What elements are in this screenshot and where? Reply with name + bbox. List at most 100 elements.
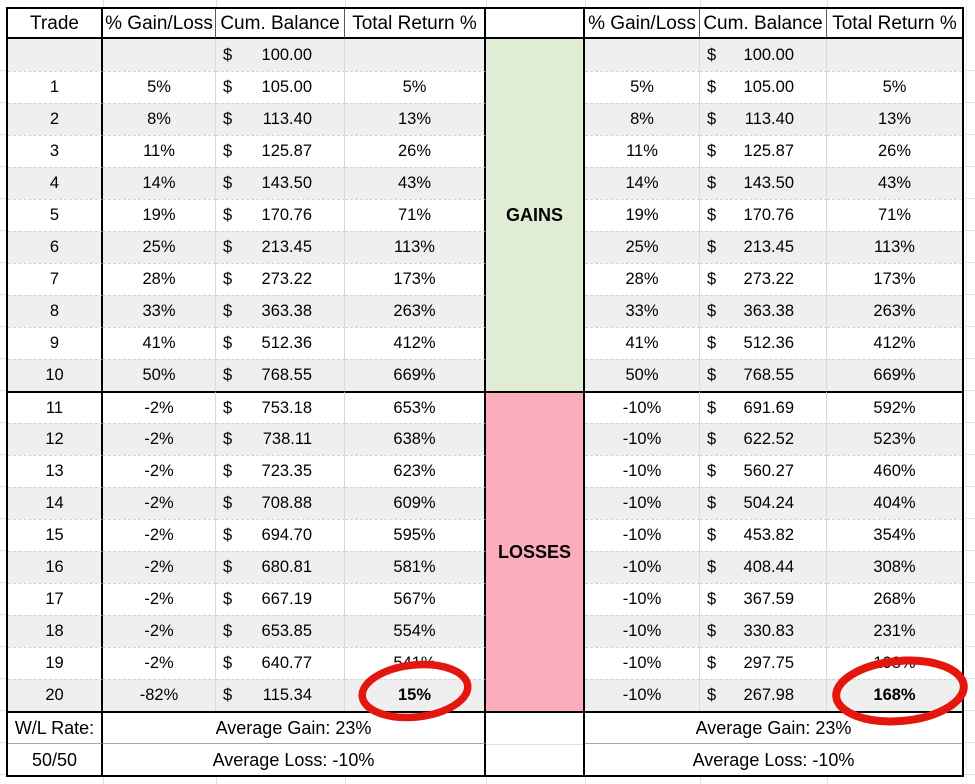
cum-balance-cell[interactable]: $738.11 <box>216 423 345 455</box>
total-return-cell[interactable]: 669% <box>345 359 486 391</box>
trade-number-cell[interactable]: 8 <box>8 295 103 327</box>
trade-number-cell[interactable]: 6 <box>8 231 103 263</box>
gain-loss-cell[interactable]: 50% <box>103 359 216 391</box>
cum-balance-cell[interactable]: $143.50 <box>700 167 827 199</box>
cum-balance-cell[interactable]: $273.22 <box>216 263 345 295</box>
gain-loss-cell[interactable]: 28% <box>585 263 700 295</box>
header-gain-loss-left[interactable]: % Gain/Loss <box>103 9 216 39</box>
wl-rate-label[interactable]: W/L Rate: <box>8 711 103 743</box>
total-return-cell[interactable]: 173% <box>827 263 962 295</box>
total-return-cell[interactable]: 412% <box>345 327 486 359</box>
trade-number-cell[interactable]: 12 <box>8 423 103 455</box>
cum-balance-cell[interactable]: $653.85 <box>216 615 345 647</box>
total-return-cell[interactable]: 13% <box>827 103 962 135</box>
gain-loss-cell[interactable]: 25% <box>103 231 216 263</box>
header-trade[interactable]: Trade <box>8 9 103 39</box>
gain-loss-cell[interactable]: 50% <box>585 359 700 391</box>
trade-number-cell[interactable]: 11 <box>8 391 103 423</box>
cum-balance-cell[interactable]: $694.70 <box>216 519 345 551</box>
gain-loss-cell[interactable]: -10% <box>585 487 700 519</box>
gain-loss-cell[interactable]: -82% <box>103 679 216 711</box>
trade-number-cell[interactable]: 18 <box>8 615 103 647</box>
header-cum-balance-right[interactable]: Cum. Balance <box>700 9 827 39</box>
total-return-cell[interactable]: 554% <box>345 615 486 647</box>
total-return-cell[interactable]: 623% <box>345 455 486 487</box>
total-return-cell[interactable]: 71% <box>827 199 962 231</box>
total-return-cell[interactable]: 231% <box>827 615 962 647</box>
total-return-cell[interactable]: 638% <box>345 423 486 455</box>
trade-number-cell[interactable]: 13 <box>8 455 103 487</box>
total-return-cell[interactable]: 113% <box>345 231 486 263</box>
cum-balance-cell[interactable]: $363.38 <box>216 295 345 327</box>
gain-loss-cell[interactable]: 14% <box>585 167 700 199</box>
header-gain-loss-right[interactable]: % Gain/Loss <box>585 9 700 39</box>
cum-balance-cell[interactable]: $512.36 <box>700 327 827 359</box>
total-return-cell[interactable]: 354% <box>827 519 962 551</box>
cum-balance-cell[interactable]: $753.18 <box>216 391 345 423</box>
cum-balance-cell[interactable]: $125.87 <box>700 135 827 167</box>
total-return-cell[interactable]: 43% <box>345 167 486 199</box>
gain-loss-cell[interactable] <box>585 39 700 71</box>
gain-loss-cell[interactable]: -2% <box>103 615 216 647</box>
gain-loss-cell[interactable]: -2% <box>103 647 216 679</box>
gain-loss-cell[interactable]: -10% <box>585 647 700 679</box>
cum-balance-cell[interactable]: $504.24 <box>700 487 827 519</box>
gain-loss-cell[interactable]: 11% <box>103 135 216 167</box>
trade-number-cell[interactable]: 10 <box>8 359 103 391</box>
gain-loss-cell[interactable]: -10% <box>585 455 700 487</box>
gain-loss-cell[interactable]: 5% <box>103 71 216 103</box>
gain-loss-cell[interactable]: -2% <box>103 423 216 455</box>
total-return-cell[interactable]: 592% <box>827 391 962 423</box>
total-return-cell[interactable] <box>345 39 486 71</box>
gain-loss-cell[interactable]: 28% <box>103 263 216 295</box>
average-gain-right[interactable]: Average Gain: 23% <box>585 711 962 743</box>
total-return-cell[interactable]: 173% <box>345 263 486 295</box>
wl-rate-value[interactable]: 50/50 <box>8 743 103 775</box>
average-loss-left[interactable]: Average Loss: -10% <box>103 743 486 775</box>
cum-balance-cell[interactable]: $680.81 <box>216 551 345 583</box>
cum-balance-cell[interactable]: $708.88 <box>216 487 345 519</box>
gain-loss-cell[interactable]: 14% <box>103 167 216 199</box>
gain-loss-cell[interactable]: -10% <box>585 679 700 711</box>
total-return-cell[interactable]: 523% <box>827 423 962 455</box>
cum-balance-cell[interactable]: $105.00 <box>216 71 345 103</box>
gain-loss-cell[interactable]: 41% <box>585 327 700 359</box>
total-return-cell[interactable]: 15% <box>345 679 486 711</box>
total-return-cell[interactable]: 567% <box>345 583 486 615</box>
trade-number-cell[interactable]: 5 <box>8 199 103 231</box>
trade-number-cell[interactable]: 7 <box>8 263 103 295</box>
gain-loss-cell[interactable]: -10% <box>585 519 700 551</box>
gain-loss-cell[interactable]: -2% <box>103 391 216 423</box>
header-cum-balance-left[interactable]: Cum. Balance <box>216 9 345 39</box>
cum-balance-cell[interactable]: $113.40 <box>700 103 827 135</box>
cum-balance-cell[interactable]: $768.55 <box>700 359 827 391</box>
cum-balance-cell[interactable]: $453.82 <box>700 519 827 551</box>
cum-balance-cell[interactable]: $213.45 <box>216 231 345 263</box>
gain-loss-cell[interactable]: -10% <box>585 391 700 423</box>
average-gain-left[interactable]: Average Gain: 23% <box>103 711 486 743</box>
gain-loss-cell[interactable]: 19% <box>585 199 700 231</box>
gain-loss-cell[interactable]: -10% <box>585 551 700 583</box>
cum-balance-cell[interactable]: $143.50 <box>216 167 345 199</box>
total-return-cell[interactable]: 13% <box>345 103 486 135</box>
gain-loss-cell[interactable]: -2% <box>103 519 216 551</box>
trade-number-cell[interactable]: 20 <box>8 679 103 711</box>
gain-loss-cell[interactable]: -2% <box>103 455 216 487</box>
cum-balance-cell[interactable]: $723.35 <box>216 455 345 487</box>
trade-number-cell[interactable]: 2 <box>8 103 103 135</box>
total-return-cell[interactable]: 198% <box>827 647 962 679</box>
gain-loss-cell[interactable]: 8% <box>585 103 700 135</box>
trade-number-cell[interactable]: 15 <box>8 519 103 551</box>
trade-number-cell[interactable] <box>8 39 103 71</box>
gain-loss-cell[interactable]: -2% <box>103 583 216 615</box>
cum-balance-cell[interactable]: $100.00 <box>216 39 345 71</box>
cum-balance-cell[interactable]: $512.36 <box>216 327 345 359</box>
total-return-cell[interactable]: 460% <box>827 455 962 487</box>
header-total-return-right[interactable]: Total Return % <box>827 9 962 39</box>
trade-number-cell[interactable]: 4 <box>8 167 103 199</box>
cum-balance-cell[interactable]: $408.44 <box>700 551 827 583</box>
total-return-cell[interactable]: 609% <box>345 487 486 519</box>
gain-loss-cell[interactable]: 11% <box>585 135 700 167</box>
header-total-return-left[interactable]: Total Return % <box>345 9 486 39</box>
gain-loss-cell[interactable]: 5% <box>585 71 700 103</box>
